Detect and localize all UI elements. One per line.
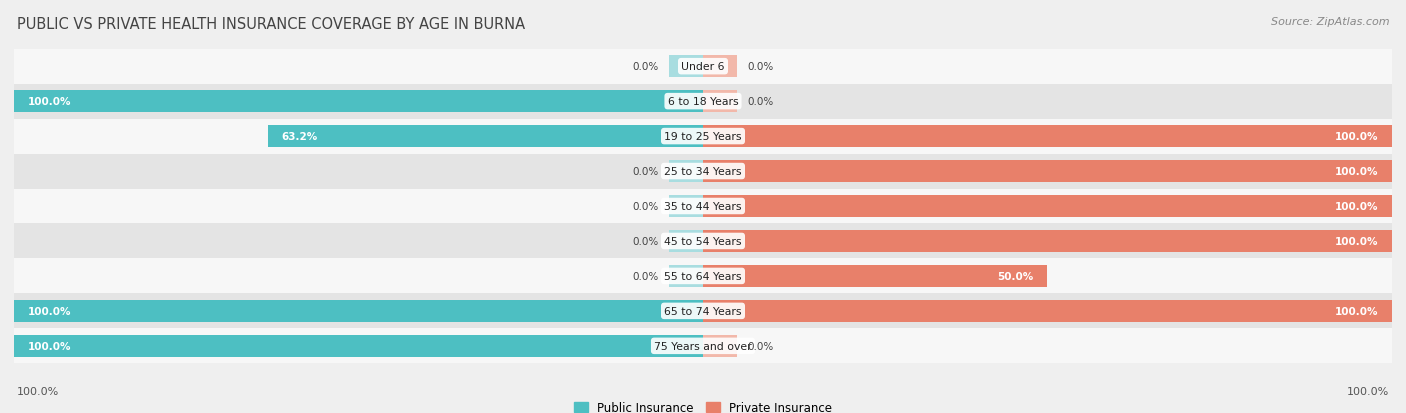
Text: 65 to 74 Years: 65 to 74 Years <box>664 306 742 316</box>
Text: 0.0%: 0.0% <box>631 202 658 211</box>
Bar <box>14 300 703 322</box>
Bar <box>703 161 738 183</box>
Bar <box>703 300 1392 322</box>
Text: 100.0%: 100.0% <box>28 306 72 316</box>
Text: 55 to 64 Years: 55 to 64 Years <box>664 271 742 281</box>
Bar <box>14 224 1392 259</box>
Bar <box>669 335 703 357</box>
Text: 19 to 25 Years: 19 to 25 Years <box>664 132 742 142</box>
Bar <box>14 259 1392 294</box>
Bar <box>669 56 703 78</box>
Bar <box>703 56 738 78</box>
Text: 100.0%: 100.0% <box>1334 166 1378 177</box>
Text: 100.0%: 100.0% <box>1347 387 1389 396</box>
Legend: Public Insurance, Private Insurance: Public Insurance, Private Insurance <box>574 401 832 413</box>
Text: 50.0%: 50.0% <box>997 271 1033 281</box>
Bar <box>669 300 703 322</box>
Bar <box>703 196 738 217</box>
Bar <box>703 335 738 357</box>
Bar <box>14 84 1392 119</box>
Text: 6 to 18 Years: 6 to 18 Years <box>668 97 738 107</box>
Text: 0.0%: 0.0% <box>631 62 658 72</box>
Text: Under 6: Under 6 <box>682 62 724 72</box>
Bar <box>14 50 1392 84</box>
Bar <box>669 161 703 183</box>
Bar <box>14 119 1392 154</box>
Text: 0.0%: 0.0% <box>748 341 775 351</box>
Bar <box>703 126 1392 147</box>
Text: 35 to 44 Years: 35 to 44 Years <box>664 202 742 211</box>
Text: PUBLIC VS PRIVATE HEALTH INSURANCE COVERAGE BY AGE IN BURNA: PUBLIC VS PRIVATE HEALTH INSURANCE COVER… <box>17 17 524 31</box>
Bar <box>14 154 1392 189</box>
Bar <box>14 294 1392 329</box>
Bar <box>14 335 703 357</box>
Bar <box>14 329 1392 363</box>
Text: 0.0%: 0.0% <box>748 62 775 72</box>
Text: 100.0%: 100.0% <box>1334 236 1378 247</box>
Text: 100.0%: 100.0% <box>1334 306 1378 316</box>
Text: Source: ZipAtlas.com: Source: ZipAtlas.com <box>1271 17 1389 26</box>
Bar <box>703 126 738 147</box>
Text: 100.0%: 100.0% <box>1334 202 1378 211</box>
Bar <box>703 161 1392 183</box>
Text: 0.0%: 0.0% <box>631 236 658 247</box>
Text: 100.0%: 100.0% <box>28 97 72 107</box>
Text: 100.0%: 100.0% <box>1334 132 1378 142</box>
Bar <box>669 196 703 217</box>
Text: 0.0%: 0.0% <box>748 97 775 107</box>
Bar <box>703 266 738 287</box>
Bar <box>669 126 703 147</box>
Text: 0.0%: 0.0% <box>631 271 658 281</box>
Bar <box>703 91 738 113</box>
Text: 25 to 34 Years: 25 to 34 Years <box>664 166 742 177</box>
Text: 75 Years and over: 75 Years and over <box>654 341 752 351</box>
Text: 45 to 54 Years: 45 to 54 Years <box>664 236 742 247</box>
Bar <box>14 189 1392 224</box>
Bar <box>703 230 738 252</box>
Text: 100.0%: 100.0% <box>28 341 72 351</box>
Bar <box>14 91 703 113</box>
Text: 0.0%: 0.0% <box>631 166 658 177</box>
Bar <box>703 266 1047 287</box>
Bar <box>703 196 1392 217</box>
Bar <box>703 300 738 322</box>
Bar <box>669 91 703 113</box>
Text: 100.0%: 100.0% <box>17 387 59 396</box>
Bar <box>703 230 1392 252</box>
Bar <box>669 230 703 252</box>
Text: 63.2%: 63.2% <box>281 132 318 142</box>
Bar <box>267 126 703 147</box>
Bar <box>669 266 703 287</box>
